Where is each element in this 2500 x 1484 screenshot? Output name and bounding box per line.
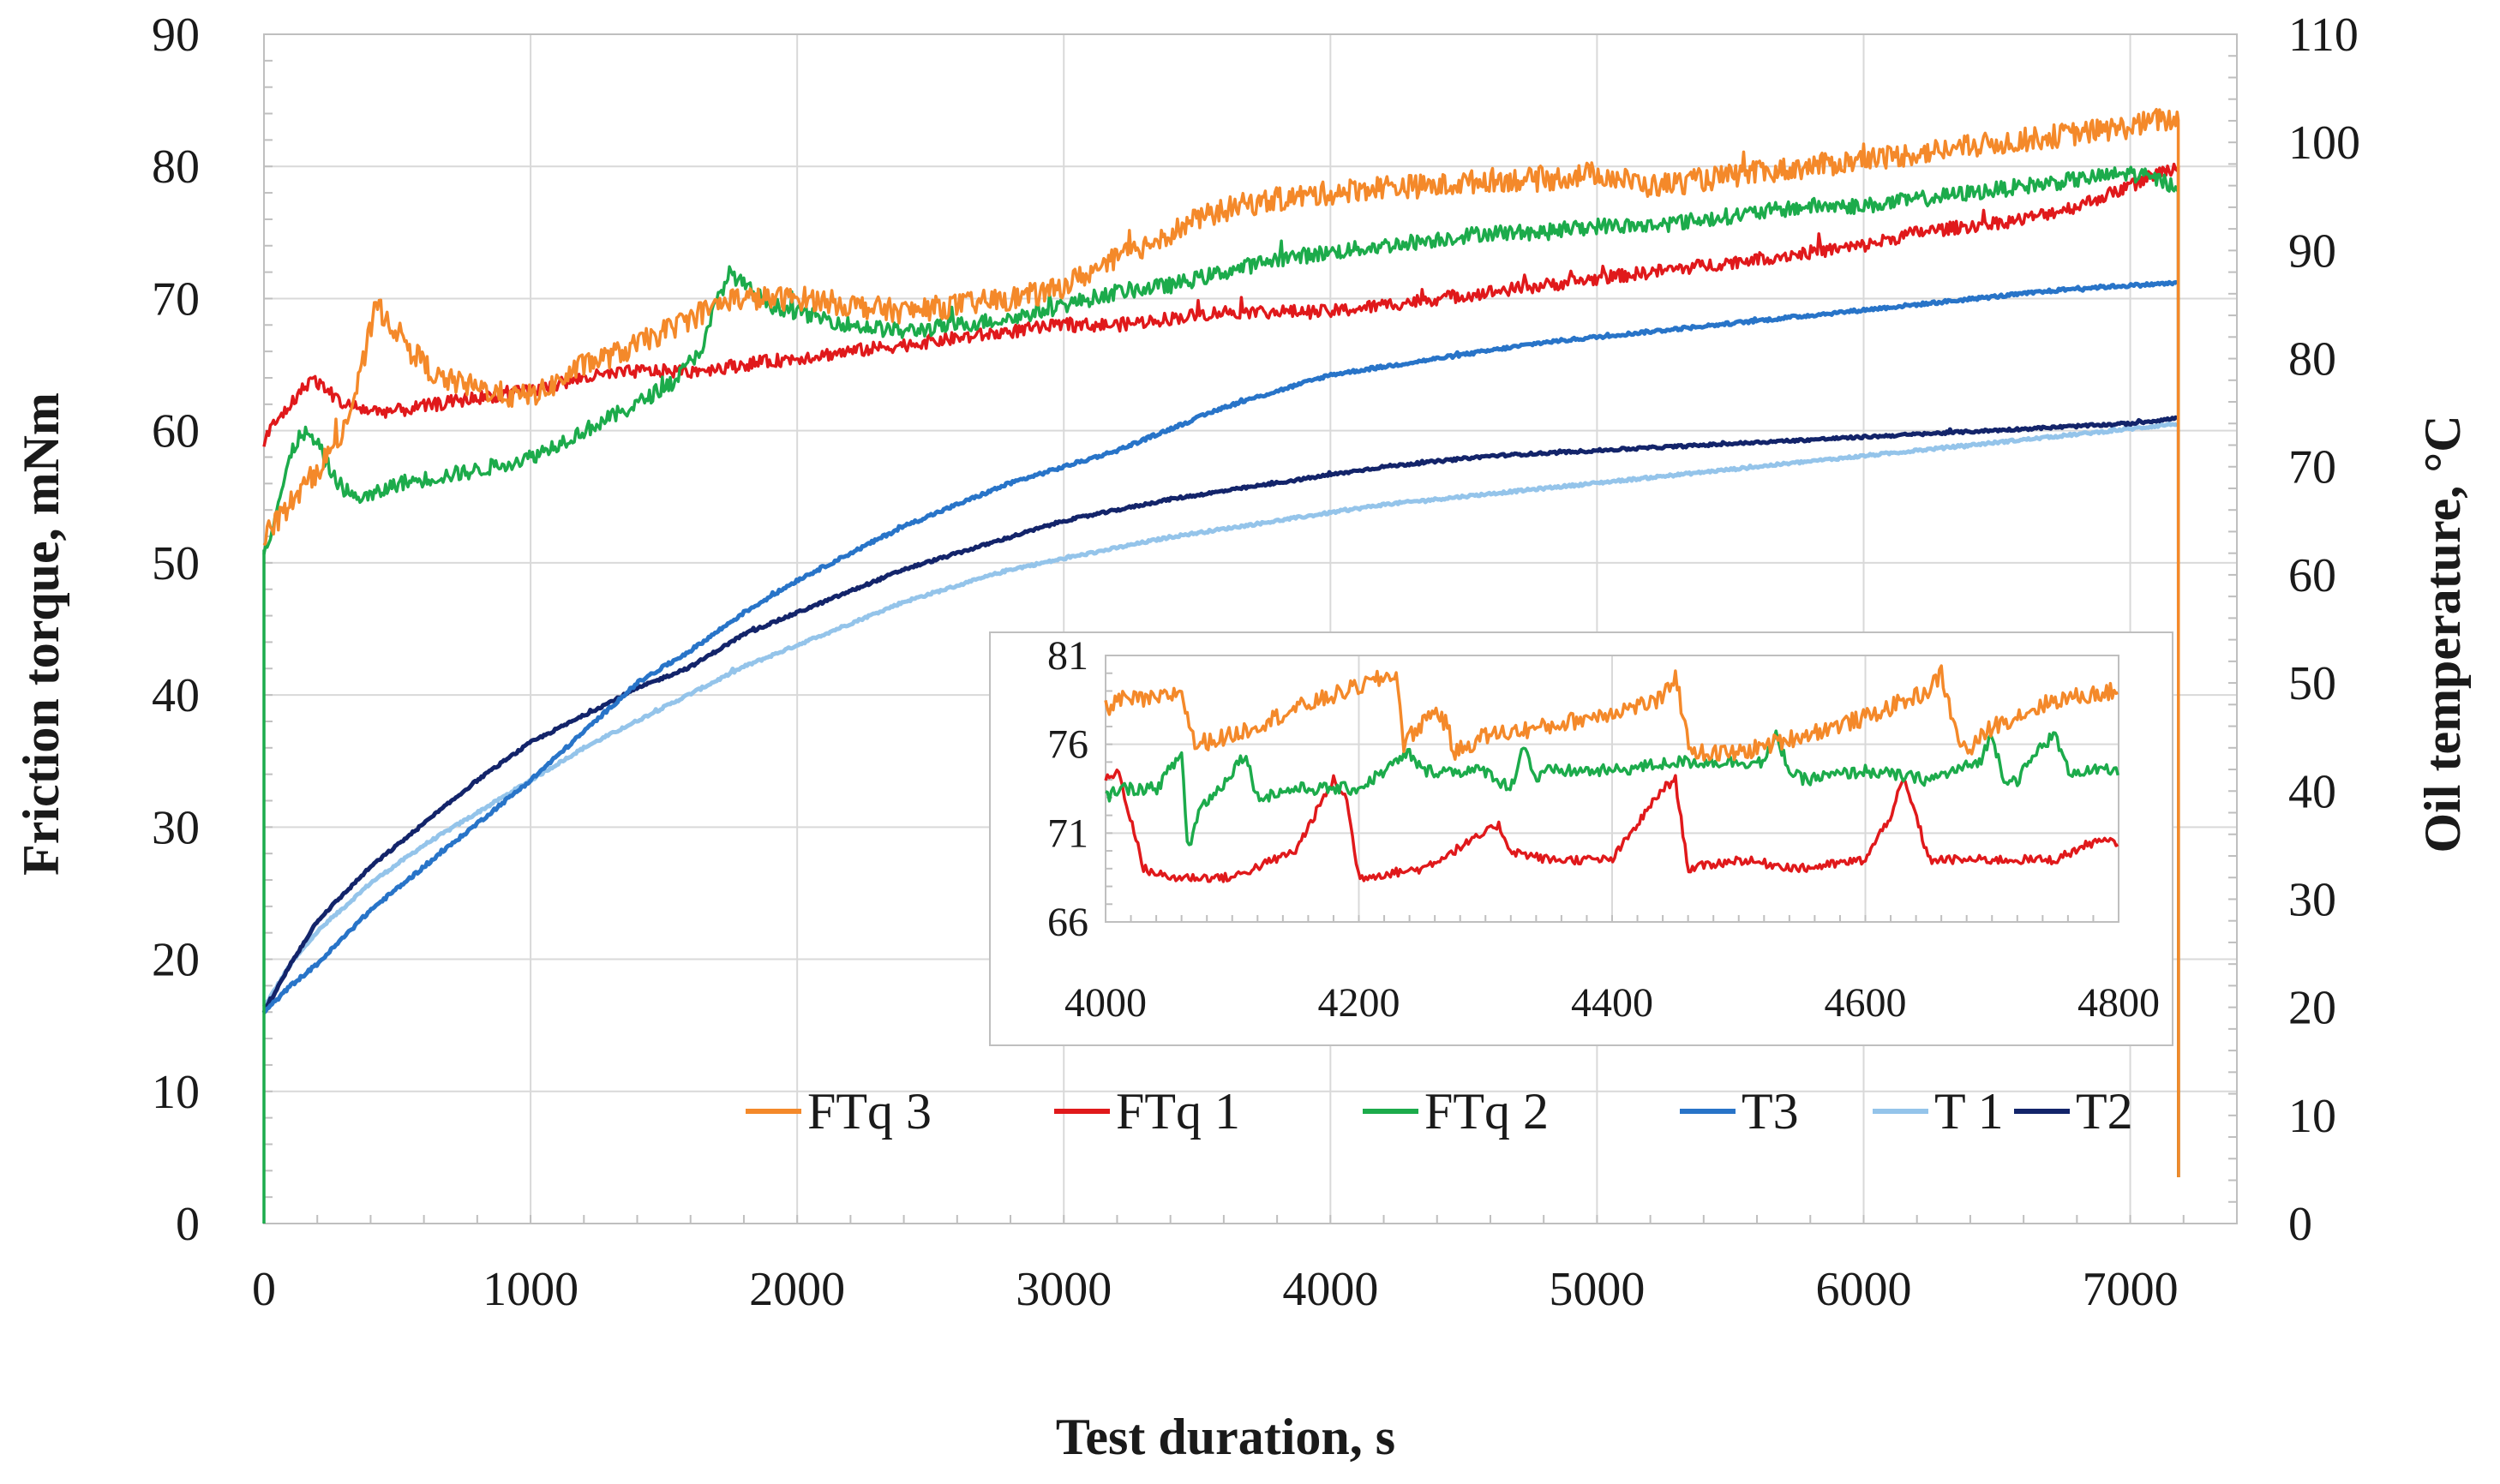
legend-item: FTq 1 — [1054, 1083, 1240, 1140]
y-axis-title: Friction torque, mNm — [13, 392, 69, 876]
series-line-t2 — [261, 415, 2179, 1014]
y2-tick-label: 10 — [2288, 1090, 2336, 1143]
legend-item: T 1 — [1873, 1083, 2004, 1140]
x-tick-label: 4000 — [1282, 1263, 1378, 1316]
y-tick-label: 20 — [152, 934, 200, 987]
y2-tick-label: 60 — [2288, 549, 2336, 602]
x-axis-title: Test duration, s — [1056, 1409, 1395, 1465]
y-tick-label: 60 — [152, 405, 200, 458]
x-tick-label: 3000 — [1016, 1263, 1112, 1316]
y-tick-label: 10 — [152, 1066, 200, 1119]
x-tick-label: 1000 — [483, 1263, 579, 1316]
y2-tick-label: 90 — [2288, 224, 2336, 278]
y2-tick-label: 30 — [2288, 873, 2336, 926]
y-tick-label: 40 — [152, 669, 200, 722]
chart-legend: FTq 3 FTq 1 FTq 2 T3 T 1 T2 — [746, 1083, 2133, 1140]
inset-x-tick-label: 4000 — [1064, 980, 1147, 1026]
x-tick-label: 2000 — [749, 1263, 845, 1316]
y2-tick-label: 70 — [2288, 441, 2336, 494]
legend-label: T2 — [2076, 1083, 2133, 1140]
inset-series-line-ftq-1 — [1104, 768, 2119, 883]
y2-tick-label: 110 — [2288, 9, 2359, 62]
inset-x-tick-label: 4400 — [1571, 980, 1653, 1026]
inset-chart: 4000 4200 4400 4600 4800 66 71 76 81 — [989, 631, 2173, 1046]
x-tick-label: 5000 — [1549, 1263, 1645, 1316]
main-series-group — [261, 107, 2180, 1224]
x-tick-label: 0 — [252, 1263, 276, 1316]
legend-label: FTq 2 — [1424, 1083, 1549, 1140]
y-tick-label: 50 — [152, 537, 200, 590]
inset-y-tick-label: 81 — [1047, 633, 1088, 679]
y-tick-label: 30 — [152, 801, 200, 854]
x-tick-label: 7000 — [2083, 1263, 2179, 1316]
inset-x-tick-label: 4800 — [2077, 980, 2160, 1026]
inset-series-line-ftq-3 — [1104, 664, 2119, 762]
y2-tick-label: 100 — [2288, 117, 2360, 170]
y-tick-label: 90 — [152, 9, 200, 62]
y2-tick-label: 40 — [2288, 765, 2336, 818]
legend-label: T 1 — [1934, 1083, 2004, 1140]
legend-item: T3 — [1680, 1083, 1799, 1140]
y-tick-label: 0 — [176, 1198, 200, 1251]
y-tick-label: 80 — [152, 141, 200, 194]
legend-item: FTq 3 — [746, 1083, 932, 1140]
series-line-t3 — [262, 279, 2179, 1014]
inset-x-tick-label: 4200 — [1318, 980, 1400, 1026]
series-line-t-1 — [261, 421, 2179, 1008]
y2-tick-label: 20 — [2288, 982, 2336, 1035]
inset-y-tick-label: 71 — [1047, 811, 1088, 856]
tick-labels: 0 1000 2000 3000 4000 5000 6000 700001020304050… — [152, 9, 2360, 1316]
inset-series-line-ftq-2 — [1105, 729, 2119, 847]
y2-tick-label: 80 — [2288, 333, 2336, 386]
legend-item: T2 — [2014, 1083, 2133, 1140]
legend-label: FTq 3 — [807, 1083, 932, 1140]
y2-tick-label: 0 — [2288, 1198, 2312, 1251]
legend-label: FTq 1 — [1116, 1083, 1240, 1140]
inset-y-tick-label: 66 — [1047, 900, 1088, 945]
y2-tick-label: 50 — [2288, 657, 2336, 710]
legend-label: T3 — [1742, 1083, 1799, 1140]
series-line-ftq-2 — [262, 165, 2180, 1178]
inset-x-tick-label: 4600 — [1825, 980, 1907, 1026]
x-tick-label: 6000 — [1815, 1263, 1911, 1316]
y-tick-label: 70 — [152, 272, 200, 326]
legend-item: FTq 2 — [1363, 1083, 1549, 1140]
series-line-ftq-3 — [262, 107, 2180, 1178]
y2-axis-title: Oil temperature, °C — [2414, 415, 2471, 853]
inset-y-tick-label: 76 — [1047, 722, 1088, 768]
